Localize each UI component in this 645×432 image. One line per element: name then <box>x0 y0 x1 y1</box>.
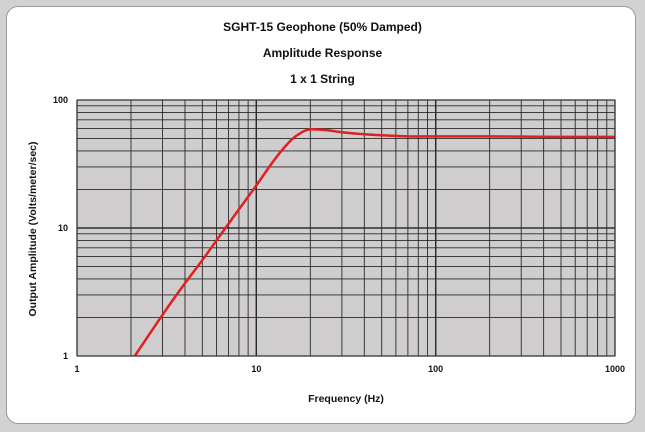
chart-title: SGHT-15 Geophone (50% Damped) <box>223 20 422 34</box>
x-axis-label: Frequency (Hz) <box>308 393 384 405</box>
x-tick-label: 100 <box>428 364 443 374</box>
plot-frame <box>76 99 616 357</box>
series-group <box>133 127 616 357</box>
x-tick-label: 10 <box>251 364 261 374</box>
x-tick-label: 1 <box>74 364 79 374</box>
series-line <box>133 127 616 357</box>
grid-lines <box>76 99 616 357</box>
tick-labels: 1 10 100 1000 100 10 1 <box>53 95 625 374</box>
y-tick-label: 100 <box>53 95 68 105</box>
y-tick-label: 10 <box>58 223 68 233</box>
chart-subtitle-1: Amplitude Response <box>262 46 383 60</box>
y-axis-label: Output Amplitude (Volts/meter/sec) <box>27 141 39 317</box>
y-tick-label: 1 <box>63 351 68 361</box>
x-tick-label: 1000 <box>605 364 625 374</box>
chart-subtitle-2: 1 x 1 String <box>290 72 355 86</box>
